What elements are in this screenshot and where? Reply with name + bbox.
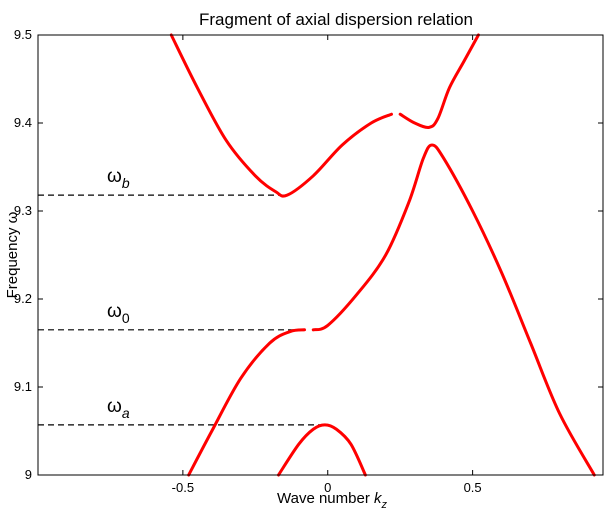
dispersion-curves [169,33,596,477]
x-tick-label: 0.5 [464,480,482,495]
x-tick-label: 0 [324,480,331,495]
dispersion-curve-branch [398,33,480,130]
reference-label-subscript: b [122,175,130,191]
dispersion-curve-branch [311,143,596,477]
chart-title: Fragment of axial dispersion relation [199,10,473,29]
y-axis-label-text: Frequency [4,227,21,298]
x-axis-label-var: k [374,490,383,507]
dispersion-curve-branch [187,328,307,477]
y-tick-label: 9.2 [14,291,32,306]
y-axis-label-var: ω [4,211,21,223]
dispersion-curve-branch [169,33,393,198]
y-axis-label: Frequency ω [4,211,21,298]
axis-ticks: -0.5 0 0.5 9 9.1 9.2 9.3 9.4 9.5 [14,27,603,495]
y-tick-label: 9.5 [14,27,32,42]
y-tick-label: 9.3 [14,203,32,218]
reference-label: ωb [107,166,130,191]
reference-label-symbol: ω [107,166,122,187]
y-tick-label: 9.1 [14,379,32,394]
reference-label: ωa [107,396,130,421]
reference-label-subscript: a [122,405,130,421]
x-tick-label: -0.5 [172,480,194,495]
dispersion-curve-branch [276,423,367,477]
y-tick-label: 9 [25,467,32,482]
plot-area [38,35,603,475]
reference-label: ω0 [107,301,130,326]
plot-frame [37,34,604,476]
x-axis-label-text: Wave number [277,490,370,507]
reference-label-subscript: 0 [122,310,130,326]
y-tick-label: 9.4 [14,115,32,130]
reference-label-symbol: ω [107,301,122,322]
x-axis-label: Wave number kz [277,490,387,511]
x-axis-label-sub: z [380,499,387,511]
reference-label-symbol: ω [107,396,122,417]
